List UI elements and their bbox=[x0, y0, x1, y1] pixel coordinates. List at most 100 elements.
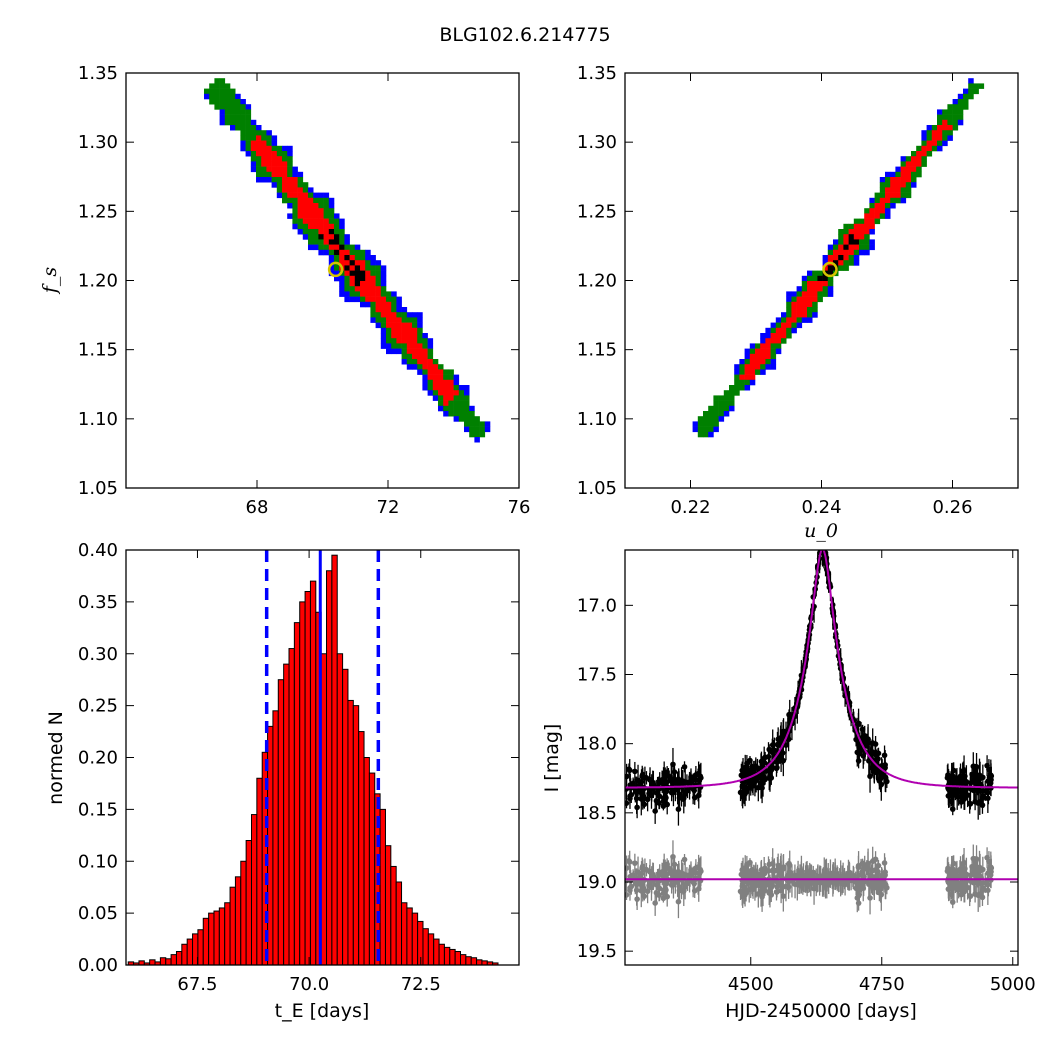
density-cell-inner bbox=[900, 166, 907, 173]
density-cell-mid bbox=[427, 379, 434, 386]
density-cell-outer bbox=[417, 369, 423, 375]
density-cell-inner bbox=[276, 166, 283, 173]
density-cell-mid bbox=[256, 161, 262, 167]
density-cell-inner bbox=[765, 338, 771, 344]
density-cell-outer bbox=[749, 343, 756, 349]
data-point bbox=[949, 806, 956, 812]
density-cell-outer bbox=[380, 265, 387, 271]
histogram-bar bbox=[368, 772, 376, 966]
density-cell-outer bbox=[432, 395, 439, 401]
density-cell-mid bbox=[723, 400, 730, 407]
histogram-bar bbox=[326, 570, 333, 966]
data-point bbox=[632, 768, 638, 775]
density-cell-inner bbox=[791, 301, 797, 308]
density-cell-outer bbox=[713, 426, 719, 433]
density-cell-inner bbox=[328, 223, 335, 230]
density-cell-mid bbox=[921, 161, 927, 167]
density-cell-mid bbox=[266, 171, 272, 178]
density-cell-outer bbox=[271, 182, 278, 188]
density-cell-inner bbox=[417, 348, 423, 355]
density-cell-mid bbox=[245, 145, 252, 152]
density-cell-inner bbox=[302, 213, 309, 219]
x-tick-label: 4750 bbox=[859, 974, 905, 995]
density-cell-inner bbox=[406, 322, 413, 329]
y-tick-label: 18.0 bbox=[577, 734, 617, 755]
density-cell-inner bbox=[396, 338, 402, 344]
density-cell-inner bbox=[791, 312, 797, 318]
density-cell-mid bbox=[266, 140, 272, 147]
density-cell-inner bbox=[427, 364, 434, 370]
density-cell-mid bbox=[261, 130, 267, 136]
density-cell-mid bbox=[354, 255, 361, 261]
density-cell-outer bbox=[386, 348, 392, 355]
density-cell-outer bbox=[344, 291, 350, 297]
density-cell-inner bbox=[931, 130, 938, 136]
density-cell-inner bbox=[417, 359, 423, 365]
histogram-bar bbox=[427, 933, 435, 966]
density-cell-inner bbox=[313, 208, 319, 214]
density-cell-mid bbox=[323, 197, 330, 204]
histogram-bar bbox=[175, 951, 183, 966]
density-cell-mid bbox=[417, 364, 423, 370]
density-cell-outer bbox=[240, 145, 246, 152]
density-cell-mid bbox=[729, 390, 735, 396]
density-cell-core bbox=[833, 260, 839, 266]
density-cell-inner bbox=[947, 125, 953, 131]
density-cell-mid bbox=[214, 104, 220, 110]
residual-point bbox=[867, 872, 873, 879]
density-cell-mid bbox=[952, 104, 959, 110]
density-cell-inner bbox=[318, 223, 324, 230]
density-cell-mid bbox=[302, 187, 309, 193]
density-cell-inner bbox=[370, 296, 376, 303]
density-cell-mid bbox=[375, 312, 382, 318]
density-cell-mid bbox=[833, 244, 839, 251]
density-cell-mid bbox=[770, 353, 777, 360]
data-point bbox=[873, 769, 880, 776]
density-cell-inner bbox=[755, 353, 761, 360]
density-cell-inner bbox=[375, 291, 382, 297]
residual-point bbox=[625, 865, 630, 871]
density-cell-mid bbox=[942, 114, 948, 121]
density-cell-mid bbox=[235, 114, 241, 121]
histogram-bar bbox=[240, 860, 247, 966]
data-point bbox=[683, 788, 689, 795]
density-cell-inner bbox=[775, 338, 782, 344]
density-cell-outer bbox=[900, 197, 907, 204]
density-cell-mid bbox=[354, 291, 361, 297]
density-cell-inner bbox=[848, 229, 855, 235]
density-cell-outer bbox=[453, 374, 460, 381]
histogram-bar bbox=[411, 912, 419, 966]
density-cell-mid bbox=[723, 395, 730, 401]
density-cell-inner bbox=[744, 369, 751, 375]
histogram-bar bbox=[449, 948, 456, 966]
histogram-bars bbox=[127, 554, 499, 966]
density-cell-mid bbox=[827, 281, 834, 287]
density-cell-inner bbox=[443, 395, 449, 401]
density-cell-mid bbox=[713, 400, 719, 407]
density-cell-inner bbox=[365, 286, 371, 292]
density-cell-mid bbox=[947, 130, 953, 136]
density-cell-mid bbox=[957, 104, 964, 110]
density-cell-inner bbox=[365, 281, 371, 287]
density-cell-outer bbox=[801, 317, 808, 323]
density-cell-inner bbox=[853, 229, 860, 235]
density-cell-mid bbox=[817, 291, 823, 297]
density-cell-outer bbox=[365, 255, 371, 261]
histogram-ticks: 67.5 70.0 72.5 0.00 0.05 0.10 0.15 0.20 0.25 0.30… bbox=[78, 540, 519, 995]
density-cell-mid bbox=[755, 369, 761, 375]
density-cell-inner bbox=[302, 197, 309, 204]
density-cell-inner bbox=[942, 119, 948, 126]
density-cell-outer bbox=[375, 260, 382, 266]
density-cell-inner bbox=[848, 244, 855, 251]
residual-point bbox=[744, 861, 750, 868]
density-cell-inner bbox=[843, 249, 849, 256]
density-cell-outer bbox=[344, 239, 350, 245]
light-curve-points bbox=[625, 550, 1018, 919]
density-cell-mid bbox=[235, 104, 241, 110]
density-cell-inner bbox=[749, 369, 756, 375]
density-cell-outer bbox=[801, 275, 808, 282]
density-cell-inner bbox=[817, 281, 823, 287]
density-cell-mid bbox=[713, 405, 719, 412]
density-cell-mid bbox=[464, 395, 470, 401]
data-point bbox=[950, 776, 957, 783]
